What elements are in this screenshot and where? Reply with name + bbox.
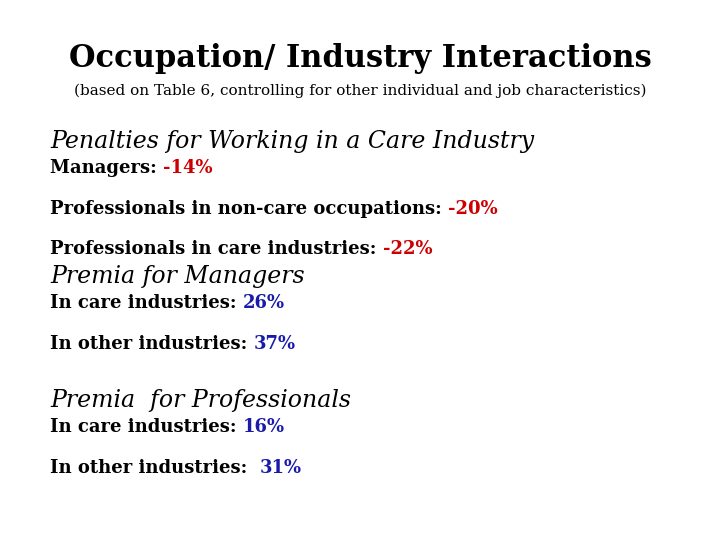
Text: Premia  for Professionals: Premia for Professionals — [50, 389, 351, 412]
Text: 16%: 16% — [243, 418, 285, 436]
Text: -14%: -14% — [163, 159, 213, 177]
Text: In other industries:: In other industries: — [50, 335, 254, 353]
Text: In other industries:: In other industries: — [50, 459, 260, 477]
Text: 26%: 26% — [243, 294, 285, 312]
Text: Professionals in non-care occupations:: Professionals in non-care occupations: — [50, 200, 449, 218]
Text: In care industries:: In care industries: — [50, 418, 243, 436]
Text: Occupation/ Industry Interactions: Occupation/ Industry Interactions — [68, 43, 652, 74]
Text: 37%: 37% — [254, 335, 296, 353]
Text: -20%: -20% — [449, 200, 498, 218]
Text: In care industries:: In care industries: — [50, 294, 243, 312]
Text: Managers:: Managers: — [50, 159, 163, 177]
Text: (based on Table 6, controlling for other individual and job characteristics): (based on Table 6, controlling for other… — [73, 84, 647, 98]
Text: Premia for Managers: Premia for Managers — [50, 265, 305, 288]
Text: Professionals in care industries:: Professionals in care industries: — [50, 240, 383, 258]
Text: 31%: 31% — [260, 459, 302, 477]
Text: Penalties for Working in a Care Industry: Penalties for Working in a Care Industry — [50, 130, 534, 153]
Text: -22%: -22% — [383, 240, 433, 258]
